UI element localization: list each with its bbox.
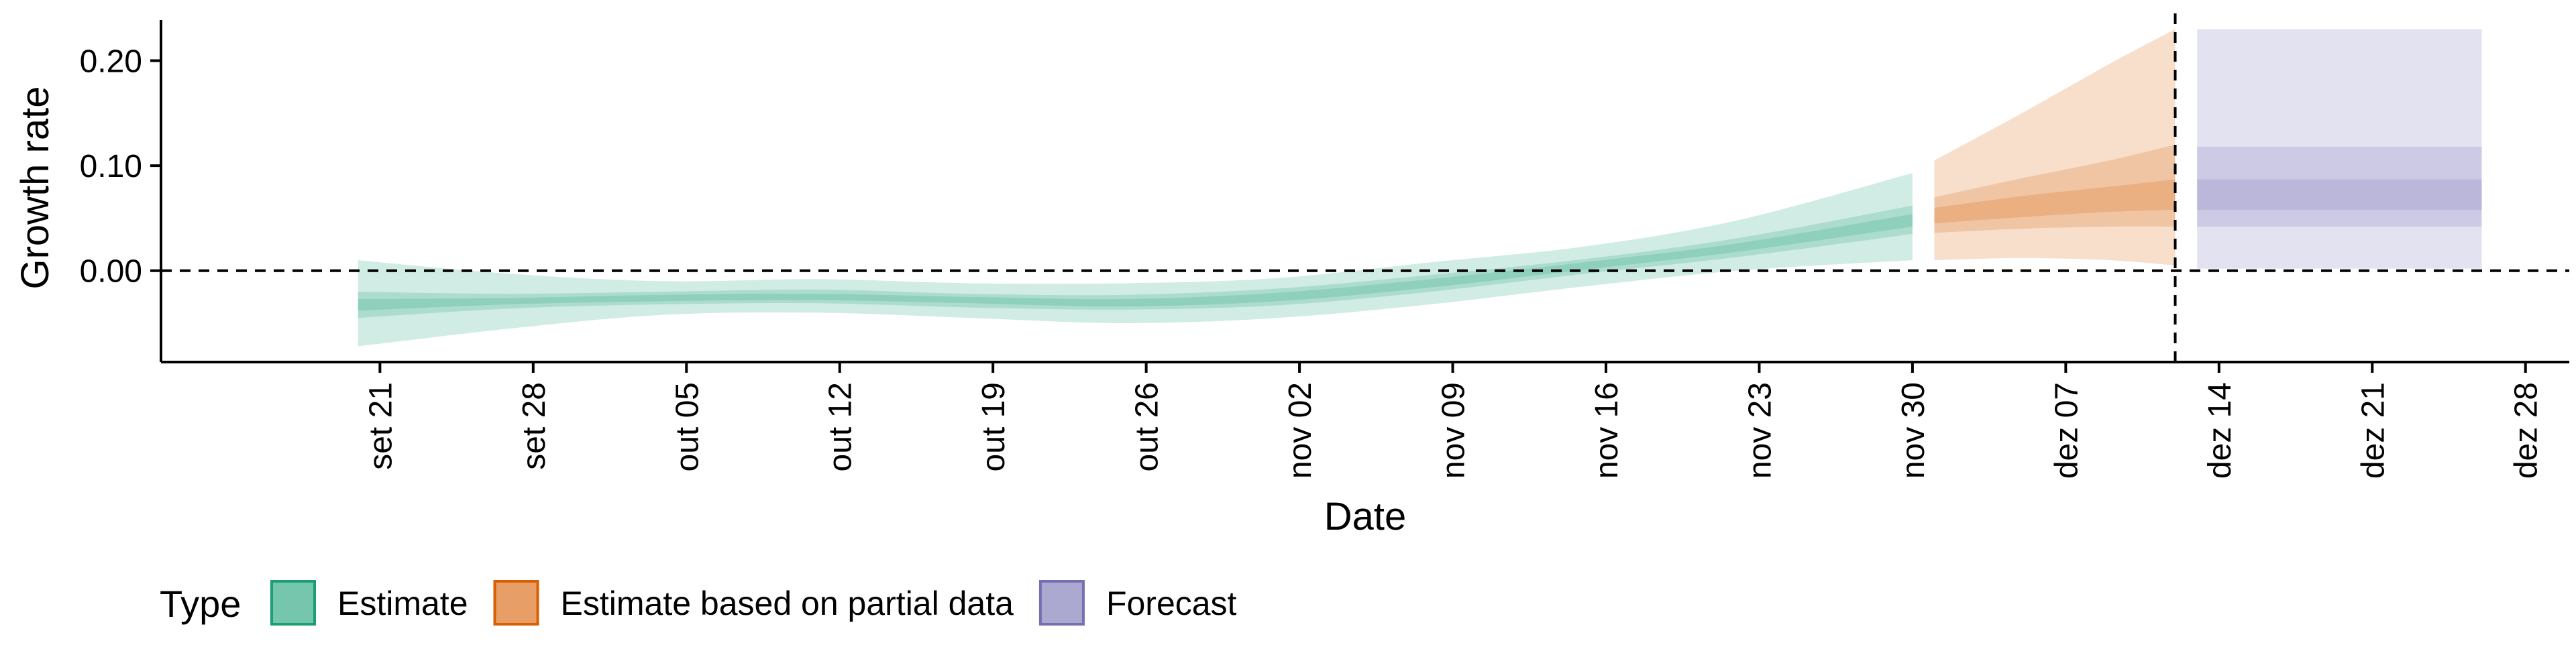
axes xyxy=(160,20,2569,363)
y-axis-title: Growth rate xyxy=(13,86,57,290)
x-tick-label: nov 09 xyxy=(1436,382,1472,479)
legend: Type Estimate Estimate based on partial d… xyxy=(160,580,1237,626)
x-tick-label: out 26 xyxy=(1130,382,1165,471)
x-axis-title: Date xyxy=(1324,495,1407,538)
y-ticks: 0.00 0.10 0.20 xyxy=(80,44,161,290)
y-tick-label: 0.00 xyxy=(80,254,142,290)
forecast-band-20 xyxy=(2197,179,2482,210)
estimate-based-on-partial-data-band-50 xyxy=(1934,144,2176,233)
band-layer xyxy=(358,29,2482,347)
estimate-band-50 xyxy=(358,205,1913,318)
estimate-based-on-partial-data-band-90 xyxy=(1934,29,2176,266)
legend-label: Forecast xyxy=(1106,585,1237,622)
x-tick-label: set 28 xyxy=(517,382,552,470)
x-tick-label: set 21 xyxy=(363,382,398,470)
estimate-based-on-partial-data-band-20 xyxy=(1934,179,2176,224)
legend-title: Type xyxy=(160,583,241,625)
estimate-band-20 xyxy=(358,214,1913,311)
y-tick-label: 0.10 xyxy=(80,149,142,184)
x-ticks: set 21 set 28 out 05 out 12 out 19 out 26 nov … xyxy=(363,362,2544,479)
x-tick-label: out 05 xyxy=(669,382,705,471)
x-tick-label: nov 23 xyxy=(1743,382,1778,479)
x-tick-label: dez 14 xyxy=(2202,382,2238,479)
x-tick-label: dez 21 xyxy=(2355,382,2391,479)
y-tick-label: 0.20 xyxy=(80,44,142,79)
reference-lines xyxy=(161,13,2569,362)
forecast-band-50 xyxy=(2197,146,2482,227)
x-tick-label: nov 02 xyxy=(1283,382,1318,479)
x-tick-label: out 12 xyxy=(823,382,859,471)
x-tick-label: out 19 xyxy=(976,382,1012,471)
x-tick-label: nov 16 xyxy=(1589,382,1625,479)
legend-swatch xyxy=(270,580,316,626)
legend-swatch xyxy=(1038,580,1085,626)
x-tick-label: dez 28 xyxy=(2509,382,2544,479)
forecast-band-90 xyxy=(2197,29,2482,269)
legend-swatch xyxy=(493,580,539,626)
x-tick-label: dez 07 xyxy=(2049,382,2084,479)
legend-label: Estimate based on partial data xyxy=(561,585,1014,622)
estimate-band-90 xyxy=(358,173,1913,347)
legend-label: Estimate xyxy=(337,585,468,622)
x-tick-label: nov 30 xyxy=(1896,382,1931,479)
